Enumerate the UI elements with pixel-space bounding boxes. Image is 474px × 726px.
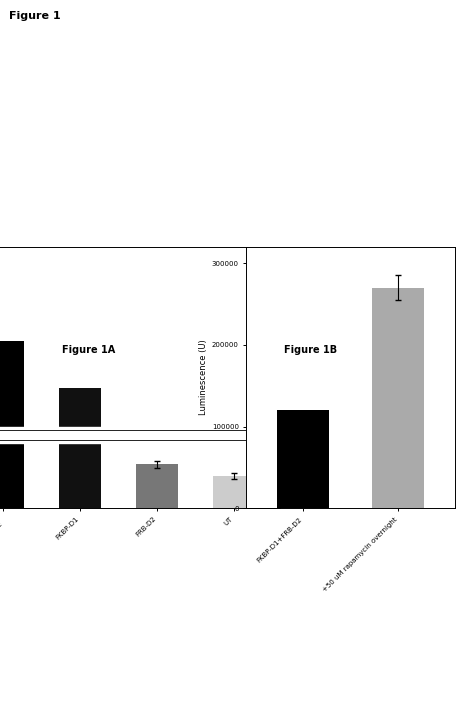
Text: Figure 1A: Figure 1A (62, 345, 115, 355)
Y-axis label: Luminescence (U): Luminescence (U) (199, 340, 208, 415)
Bar (372, 287, 424, 508)
Text: Figure 1: Figure 1 (9, 11, 61, 21)
Bar (212, 476, 255, 508)
Text: Figure 1B: Figure 1B (284, 345, 337, 355)
Bar (277, 410, 329, 508)
Bar (136, 465, 178, 508)
Bar (59, 388, 101, 508)
Bar (0, 427, 264, 443)
Bar (0, 341, 25, 508)
